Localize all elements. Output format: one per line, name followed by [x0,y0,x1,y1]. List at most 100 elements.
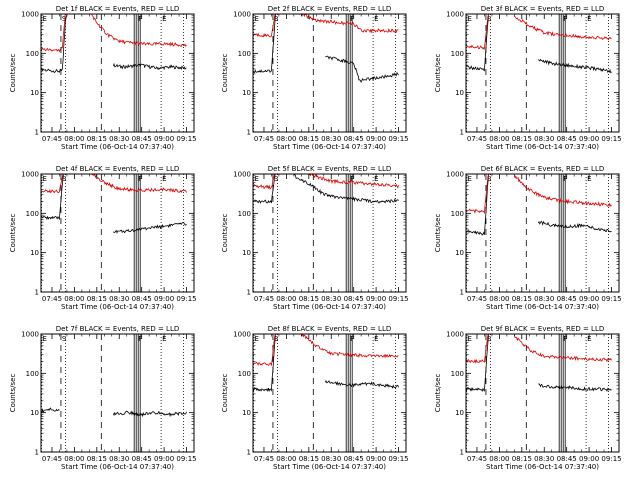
x-tick-label: 07:45 [42,135,62,143]
panel-title: Det 6f BLACK = Events, RED = LLD [481,165,604,173]
y-tick-label: 1000 [21,11,39,19]
x-tick-label: 08:15 [87,135,107,143]
x-axis-label: Start Time (06-Oct-14 07:37:40) [273,463,386,471]
series-line [253,174,276,204]
series-line [300,334,399,359]
series-line [513,175,612,208]
marker-label: F [563,15,567,23]
x-tick-label: 08:15 [299,295,319,303]
x-tick-label: 09:15 [176,455,196,463]
y-tick-label: 1000 [21,331,39,339]
y-tick-label: 1000 [446,171,464,179]
x-tick-label: 09:00 [154,295,174,303]
plot-frame [252,13,407,133]
event-markers [41,334,184,452]
x-tick-label: 08:00 [489,135,509,143]
x-tick-label: 07:45 [254,295,274,303]
marker-label: S [487,175,492,183]
series-line [253,334,276,366]
x-tick-label: 08:00 [276,135,296,143]
x-tick-label: 08:00 [489,455,509,463]
x-tick-label: 09:00 [366,455,386,463]
panel-1: Det 1f BLACK = Events, RED = LLDESFE1101… [9,5,197,151]
series-line [41,14,66,53]
y-tick-label: 1 [247,449,251,457]
series-line [293,174,399,204]
y-axis-label: Counts/sec [221,374,229,413]
plot-frame [252,333,407,453]
series-line [466,334,489,364]
x-tick-label: 08:30 [321,455,341,463]
panel-7: Det 7f BLACK = Events, RED = LLDESFE1101… [9,325,197,471]
y-tick-label: 1000 [21,171,39,179]
x-tick-label: 08:30 [109,455,129,463]
marker-label: F [138,15,142,23]
y-axis-label: Counts/sec [434,214,442,253]
series-lld [253,174,399,190]
series-line [466,14,489,72]
x-axis-label: Start Time (06-Oct-14 07:37:40) [486,303,599,311]
y-tick-label: 100 [26,210,39,218]
event-markers [466,334,609,452]
x-tick-label: 08:15 [512,455,532,463]
y-tick-label: 1 [35,129,39,137]
series-line [466,174,489,236]
x-tick-label: 08:15 [512,135,532,143]
x-tick-label: 09:15 [388,455,408,463]
x-tick-label: 08:30 [534,135,554,143]
x-tick-label: 07:45 [254,455,274,463]
x-axis-label: Start Time (06-Oct-14 07:37:40) [61,303,174,311]
series-line [41,174,64,221]
x-tick-label: 08:15 [299,455,319,463]
y-axis-label: Counts/sec [434,54,442,93]
y-tick-label: 100 [238,210,251,218]
x-tick-label: 09:00 [154,135,174,143]
marker-label: F [563,335,567,343]
y-axis-label: Counts/sec [221,214,229,253]
x-tick-label: 09:15 [388,135,408,143]
marker-label: E [467,15,471,23]
series-events [466,174,612,236]
x-axis-label: Start Time (06-Oct-14 07:37:40) [273,303,386,311]
series-line [41,407,60,414]
series-line [298,14,399,34]
marker-label: S [62,335,67,343]
x-tick-label: 09:00 [579,295,599,303]
panel-3: Det 3f BLACK = Events, RED = LLDESFE1101… [434,5,622,151]
y-tick-label: 1 [35,449,39,457]
y-tick-label: 1 [460,129,464,137]
x-tick-label: 08:30 [321,295,341,303]
panel-9: Det 9f BLACK = Events, RED = LLDESFE1101… [434,325,622,471]
y-tick-label: 1 [460,289,464,297]
panel-title: Det 2f BLACK = Events, RED = LLD [268,5,391,13]
plot-frame [40,333,195,453]
x-tick-label: 09:15 [176,295,196,303]
y-tick-label: 1 [247,289,251,297]
marker-label: E [254,175,258,183]
panel-6: Det 6f BLACK = Events, RED = LLDESFE1101… [434,165,622,311]
y-tick-label: 100 [26,50,39,58]
x-tick-label: 09:15 [601,295,621,303]
series-line [538,383,612,393]
marker-label: S [274,175,279,183]
plot-frame [40,13,195,133]
x-tick-label: 08:30 [109,295,129,303]
y-axis-label: Counts/sec [9,374,17,413]
series-events [41,174,187,234]
event-markers [253,334,396,452]
marker-label: S [274,335,279,343]
panel-2: Det 2f BLACK = Events, RED = LLDESFE1101… [221,5,409,151]
x-tick-label: 09:00 [579,455,599,463]
plot-frame [465,173,620,293]
marker-label: F [350,15,354,23]
marker-label: E [254,335,258,343]
x-tick-label: 07:45 [42,455,62,463]
x-axis-label: Start Time (06-Oct-14 07:37:40) [486,463,599,471]
x-tick-label: 08:30 [321,135,341,143]
x-tick-label: 08:45 [557,455,577,463]
marker-label: E [42,175,46,183]
series-events [253,174,399,204]
series-events [253,334,399,393]
panel-5: Det 5f BLACK = Events, RED = LLDESFE1101… [221,165,409,311]
marker-label: F [350,335,354,343]
